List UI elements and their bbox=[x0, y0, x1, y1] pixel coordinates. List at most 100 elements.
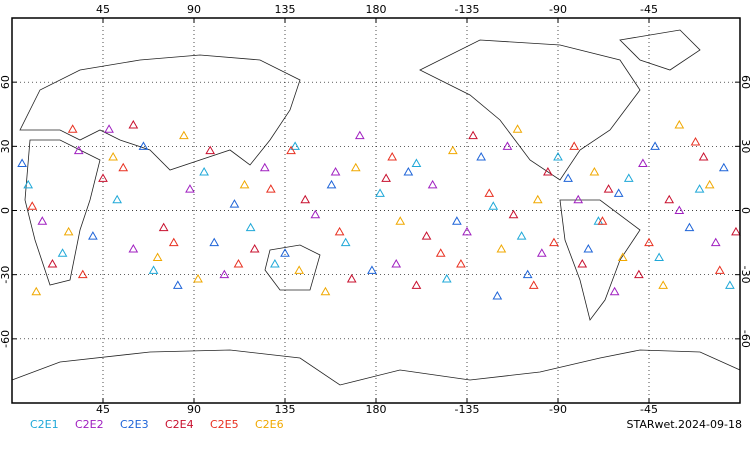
point bbox=[128, 243, 139, 253]
coastline bbox=[619, 29, 701, 71]
point bbox=[27, 201, 38, 210]
x-tick-label: 180 bbox=[366, 403, 387, 416]
point bbox=[346, 273, 357, 283]
point bbox=[300, 194, 311, 204]
point bbox=[532, 194, 543, 204]
point bbox=[326, 179, 337, 189]
x-tick-label: -45 bbox=[640, 3, 658, 16]
point bbox=[674, 119, 685, 129]
point bbox=[239, 179, 250, 189]
point bbox=[508, 209, 519, 219]
legend-entry: C2E3 bbox=[120, 418, 149, 431]
point bbox=[543, 166, 553, 176]
point bbox=[690, 137, 701, 146]
point bbox=[583, 243, 594, 253]
point bbox=[502, 141, 513, 150]
point bbox=[714, 265, 725, 274]
point bbox=[650, 141, 660, 150]
y-tick-label: 0 bbox=[739, 207, 750, 214]
x-tick-label: -90 bbox=[549, 3, 567, 16]
point bbox=[553, 152, 563, 161]
point bbox=[37, 216, 48, 225]
point bbox=[522, 269, 533, 279]
point bbox=[31, 286, 42, 296]
point bbox=[528, 280, 539, 289]
point bbox=[168, 237, 179, 247]
point bbox=[496, 243, 507, 253]
y-tick-label: -60 bbox=[0, 330, 12, 348]
point bbox=[452, 216, 462, 225]
point bbox=[340, 237, 351, 247]
point bbox=[456, 258, 466, 268]
point bbox=[172, 280, 183, 289]
point bbox=[638, 158, 648, 167]
point bbox=[98, 173, 108, 182]
point bbox=[476, 152, 487, 161]
point bbox=[441, 273, 452, 283]
point bbox=[609, 286, 620, 296]
point bbox=[427, 179, 438, 189]
point bbox=[623, 173, 634, 182]
x-tick-label: 45 bbox=[96, 403, 110, 416]
y-tick-label: -60 bbox=[739, 330, 750, 348]
point bbox=[290, 141, 300, 150]
legend-entry: C2E5 bbox=[210, 418, 239, 431]
point bbox=[381, 173, 391, 182]
point bbox=[462, 226, 472, 236]
coastlines bbox=[11, 29, 741, 386]
point bbox=[563, 173, 573, 182]
points bbox=[17, 119, 741, 300]
point bbox=[108, 152, 118, 161]
point bbox=[536, 248, 547, 257]
point bbox=[710, 237, 721, 247]
point bbox=[573, 194, 584, 204]
y-tick-label: -30 bbox=[739, 266, 750, 284]
point bbox=[684, 222, 695, 232]
point bbox=[249, 243, 260, 253]
point bbox=[403, 166, 414, 176]
legend-entry: C2E4 bbox=[165, 418, 194, 431]
point bbox=[512, 124, 523, 133]
point bbox=[270, 258, 280, 268]
point bbox=[367, 265, 377, 274]
point bbox=[73, 145, 84, 155]
point bbox=[704, 179, 715, 189]
point bbox=[219, 269, 230, 279]
point bbox=[286, 145, 296, 155]
y-tick-label: 0 bbox=[0, 207, 12, 214]
coastline bbox=[19, 54, 301, 171]
point bbox=[411, 158, 422, 167]
point bbox=[658, 280, 669, 289]
point bbox=[549, 237, 559, 247]
point bbox=[674, 205, 685, 214]
x-tick-label: -135 bbox=[455, 403, 480, 416]
y-tick-label: 60 bbox=[739, 75, 750, 89]
point bbox=[128, 119, 139, 129]
point bbox=[617, 252, 628, 262]
point bbox=[148, 265, 159, 274]
point bbox=[233, 258, 244, 268]
point bbox=[320, 286, 331, 296]
point bbox=[516, 231, 527, 240]
point bbox=[330, 166, 341, 176]
point bbox=[280, 248, 290, 257]
point bbox=[664, 194, 675, 204]
point bbox=[265, 184, 276, 193]
point bbox=[57, 248, 68, 257]
point bbox=[179, 130, 189, 140]
point bbox=[492, 291, 503, 300]
point bbox=[613, 188, 624, 197]
point bbox=[67, 124, 78, 133]
point bbox=[112, 194, 123, 204]
point bbox=[245, 222, 256, 232]
point bbox=[118, 162, 129, 172]
grid bbox=[12, 18, 740, 403]
x-tick-label: 135 bbox=[275, 3, 296, 16]
coastline bbox=[419, 39, 641, 181]
point bbox=[334, 226, 345, 236]
point bbox=[199, 166, 209, 176]
point bbox=[731, 226, 741, 236]
point bbox=[395, 216, 406, 225]
point bbox=[488, 201, 499, 210]
